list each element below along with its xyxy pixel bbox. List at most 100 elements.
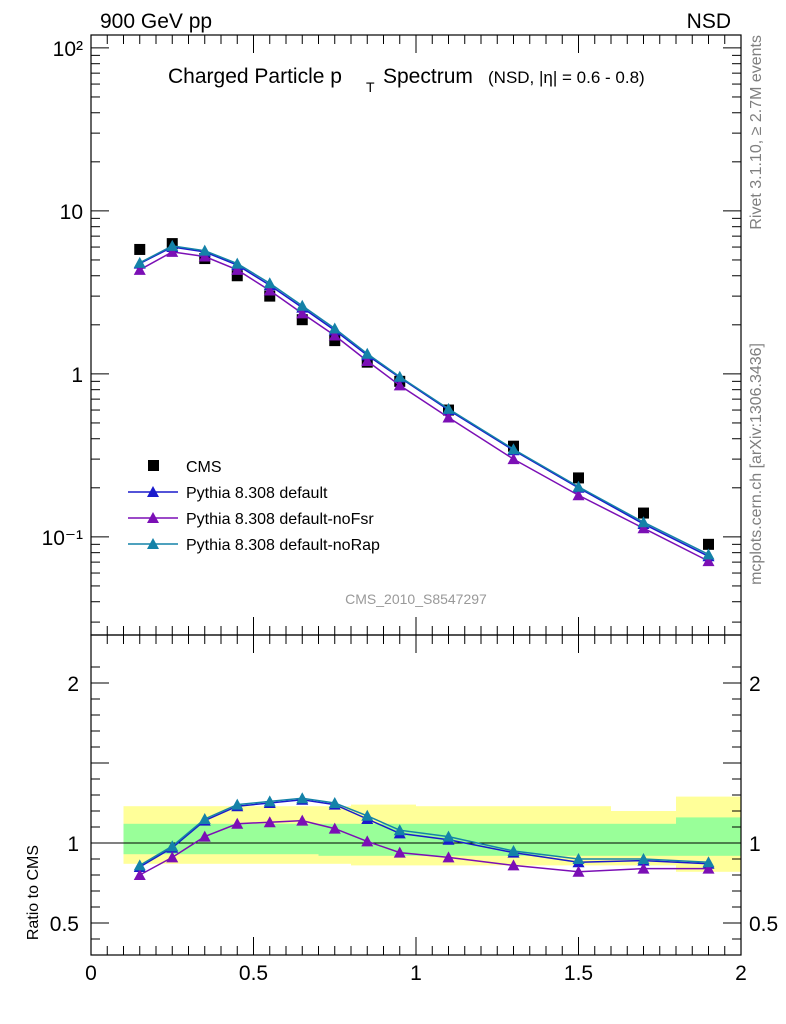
ratio-ylabel: Ratio to CMS [25, 845, 42, 940]
legend-marker-square [148, 460, 159, 471]
ratio-y-tick-label-right: 0.5 [749, 913, 778, 936]
data-point-triangle [263, 277, 276, 289]
legend-marker-triangle [147, 512, 159, 523]
data-point-triangle [133, 256, 146, 268]
ratio-y-tick-label-right: 2 [749, 673, 761, 696]
uncertainty-band-inner [253, 823, 286, 855]
data-point-triangle [231, 263, 244, 275]
main-title-suffix: Spectrum [383, 65, 473, 88]
ratio-series-line [139, 797, 709, 867]
data-point-triangle [702, 548, 715, 560]
data-point-triangle [361, 347, 374, 359]
side-label-top: Rivet 3.1.10, ≥ 2.7M events [748, 35, 765, 230]
ratio-data-point [263, 795, 276, 807]
data-point-square [329, 335, 341, 347]
ratio-data-point [572, 865, 585, 877]
data-point-square [296, 314, 308, 326]
data-point-triangle [328, 322, 341, 334]
uncertainty-band-inner [611, 823, 676, 856]
x-tick-label: 2 [735, 962, 747, 985]
data-point-triangle [507, 453, 520, 465]
uncertainty-band-inner [676, 817, 741, 856]
data-point-triangle [166, 245, 179, 257]
ratio-data-point [361, 835, 374, 847]
main-title: Charged Particle p T Spectrum (NSD, |η| … [168, 65, 645, 95]
main-title-text: Charged Particle p [168, 65, 342, 88]
ratio-data-point [231, 798, 244, 810]
y-tick-label: 10² [53, 38, 83, 61]
data-point-triangle [198, 250, 211, 262]
main-panel: 10⁻¹ 1 10 10² [42, 34, 742, 636]
ratio-data-point [702, 862, 715, 874]
ratio-data-point [572, 853, 585, 864]
ratio-data-point [133, 859, 146, 871]
ratio-data-point [442, 851, 455, 863]
side-label-bottom: mcplots.cern.ch [arXiv:1306.3436] [748, 343, 765, 585]
ratio-y-tick-label: 1 [67, 833, 79, 856]
ratio-data-point [166, 840, 179, 852]
series-line [139, 245, 709, 556]
ratio-data-point [393, 846, 406, 858]
data-point-triangle [231, 257, 244, 269]
data-point-triangle [198, 244, 211, 256]
x-tick-label: 0.5 [239, 962, 268, 985]
ratio-data-point [361, 809, 374, 821]
ratio-data-point [296, 814, 309, 826]
data-point-triangle [166, 239, 179, 251]
data-point-square [638, 507, 649, 519]
y-tick-label: 1 [71, 364, 83, 387]
data-point-triangle [442, 402, 455, 414]
main-title-subscript: T [366, 79, 375, 95]
series-line [139, 251, 709, 562]
y-tick-label: 10⁻¹ [42, 527, 83, 550]
legend-entry-label: Pythia 8.308 default-noFsr [186, 511, 374, 528]
ratio-data-point [133, 869, 146, 880]
legend-marker-triangle [147, 486, 159, 497]
uncertainty-band-inner [123, 823, 156, 855]
data-point-square [703, 538, 714, 550]
ratio-data-point [166, 851, 179, 863]
data-point-triangle [328, 329, 341, 341]
ratio-frame [90, 634, 742, 956]
data-point-triangle [133, 263, 146, 275]
data-point-square [231, 270, 243, 282]
main-subtitle: (NSD, |η| = 0.6 - 0.8) [488, 68, 645, 87]
ratio-data-point [296, 792, 309, 804]
ratio-panel: 0.5 0.5 1 1 2 2 0 0.5 1 1.5 2 [50, 634, 778, 985]
data-point-square [134, 243, 146, 255]
legend-entry-label: Pythia 8.308 default-noRap [186, 537, 380, 554]
ratio-y-tick-label: 0.5 [50, 913, 79, 936]
ratio-data-point [442, 830, 455, 842]
series-line [139, 246, 709, 557]
ratio-data-point [231, 817, 244, 829]
x-tick-label: 1.5 [564, 962, 593, 985]
ratio-y-tick-label-right: 1 [749, 833, 761, 856]
ratio-data-point [702, 856, 715, 868]
header-left-label: 900 GeV pp [100, 10, 212, 33]
data-point-triangle [702, 555, 715, 567]
data-point-triangle [393, 379, 406, 391]
data-point-triangle [507, 443, 520, 455]
data-point-triangle [296, 299, 309, 311]
y-tick-label: 10 [60, 201, 83, 224]
ratio-data-point [328, 797, 341, 808]
ratio-series-line [139, 799, 709, 868]
ratio-series-line [139, 819, 709, 876]
x-tick-label: 0 [85, 962, 97, 985]
data-point-triangle [263, 284, 276, 296]
data-point-triangle [393, 370, 406, 382]
uncertainty-band-inner [286, 823, 319, 855]
ratio-y-tick-label: 2 [67, 673, 79, 696]
uncertainty-band-inner [546, 823, 611, 856]
ratio-data-point [263, 816, 276, 828]
data-point-triangle [637, 516, 650, 528]
data-point-triangle [442, 411, 455, 423]
ratio-data-point [393, 824, 406, 836]
header-right-label: NSD [687, 10, 731, 33]
data-point-square [264, 290, 276, 302]
data-point-triangle [572, 489, 585, 501]
data-point-triangle [637, 522, 650, 534]
legend-marker-triangle [147, 538, 159, 549]
analysis-label: CMS_2010_S8547297 [345, 591, 487, 607]
